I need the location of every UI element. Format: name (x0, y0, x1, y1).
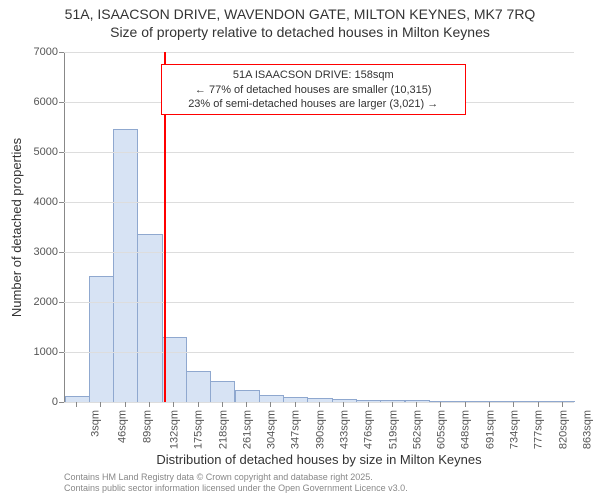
x-tick-mark (100, 402, 101, 407)
y-tick-mark (59, 402, 64, 403)
annotation-box: 51A ISAACSON DRIVE: 158sqm← 77% of detac… (161, 64, 466, 115)
y-axis-label: Number of detached properties (10, 52, 24, 402)
histogram-bar (137, 234, 162, 403)
x-tick-label: 691sqm (484, 410, 496, 449)
x-tick-mark (392, 402, 393, 407)
x-tick-mark (295, 402, 296, 407)
x-tick-label: 863sqm (581, 410, 593, 449)
y-tick-label: 2000 (34, 296, 58, 308)
x-tick-mark (222, 402, 223, 407)
y-tick-label: 4000 (34, 196, 58, 208)
histogram-chart: 51A, ISAACSON DRIVE, WAVENDON GATE, MILT… (0, 0, 600, 500)
y-tick-label: 0 (52, 396, 58, 408)
x-tick-label: 562sqm (411, 410, 423, 449)
x-tick-label: 132sqm (169, 410, 181, 449)
gridline-h (64, 252, 574, 253)
histogram-bar (89, 276, 114, 402)
gridline-h (64, 52, 574, 53)
x-tick-mark (489, 402, 490, 407)
y-tick-label: 6000 (34, 96, 58, 108)
y-tick-mark (59, 52, 64, 53)
x-tick-mark (538, 402, 539, 407)
x-tick-mark (368, 402, 369, 407)
x-tick-mark (319, 402, 320, 407)
gridline-h (64, 302, 574, 303)
y-tick-mark (59, 202, 64, 203)
x-tick-label: 89sqm (141, 410, 153, 443)
x-tick-label: 734sqm (509, 410, 521, 449)
x-tick-label: 304sqm (266, 410, 278, 449)
x-tick-mark (246, 402, 247, 407)
y-tick-mark (59, 302, 64, 303)
x-tick-mark (270, 402, 271, 407)
x-tick-label: 261sqm (241, 410, 253, 449)
annotation-line: 23% of semi-detached houses are larger (… (168, 97, 459, 111)
x-axis-label: Distribution of detached houses by size … (64, 452, 574, 467)
x-tick-label: 46sqm (117, 410, 129, 443)
histogram-bar (259, 395, 284, 402)
x-tick-mark (465, 402, 466, 407)
x-tick-mark (125, 402, 126, 407)
x-tick-mark (440, 402, 441, 407)
plot-area: 51A ISAACSON DRIVE: 158sqm← 77% of detac… (64, 52, 574, 402)
gridline-h (64, 152, 574, 153)
y-tick-label: 5000 (34, 146, 58, 158)
x-tick-mark (149, 402, 150, 407)
x-tick-label: 777sqm (533, 410, 545, 449)
y-tick-label: 1000 (34, 346, 58, 358)
annotation-line: ← 77% of detached houses are smaller (10… (168, 83, 459, 97)
y-tick-mark (59, 352, 64, 353)
histogram-bar (113, 129, 138, 403)
histogram-bar (235, 390, 260, 402)
x-tick-label: 218sqm (217, 410, 229, 449)
chart-title-line1: 51A, ISAACSON DRIVE, WAVENDON GATE, MILT… (0, 6, 600, 24)
x-tick-mark (76, 402, 77, 407)
x-tick-label: 519sqm (387, 410, 399, 449)
x-tick-label: 390sqm (314, 410, 326, 449)
chart-title-block: 51A, ISAACSON DRIVE, WAVENDON GATE, MILT… (0, 0, 600, 41)
x-tick-mark (416, 402, 417, 407)
x-tick-mark (343, 402, 344, 407)
x-tick-label: 476sqm (363, 410, 375, 449)
annotation-line: 51A ISAACSON DRIVE: 158sqm (168, 68, 459, 82)
x-tick-label: 3sqm (90, 410, 102, 437)
attribution-line2: Contains public sector information licen… (64, 483, 574, 494)
y-tick-mark (59, 252, 64, 253)
x-tick-label: 347sqm (290, 410, 302, 449)
gridline-h (64, 202, 574, 203)
x-tick-label: 605sqm (436, 410, 448, 449)
y-tick-label: 7000 (34, 46, 58, 58)
x-tick-label: 433sqm (339, 410, 351, 449)
y-tick-mark (59, 152, 64, 153)
histogram-bar (186, 371, 211, 402)
y-tick-label: 3000 (34, 246, 58, 258)
x-tick-mark (198, 402, 199, 407)
gridline-h (64, 352, 574, 353)
x-tick-label: 820sqm (557, 410, 569, 449)
y-tick-mark (59, 102, 64, 103)
chart-title-line2: Size of property relative to detached ho… (0, 24, 600, 42)
x-tick-label: 648sqm (460, 410, 472, 449)
x-tick-mark (173, 402, 174, 407)
x-tick-label: 175sqm (193, 410, 205, 449)
x-tick-mark (562, 402, 563, 407)
attribution-line1: Contains HM Land Registry data © Crown c… (64, 472, 574, 483)
histogram-bar (210, 381, 235, 402)
x-tick-mark (513, 402, 514, 407)
attribution-block: Contains HM Land Registry data © Crown c… (64, 472, 574, 494)
